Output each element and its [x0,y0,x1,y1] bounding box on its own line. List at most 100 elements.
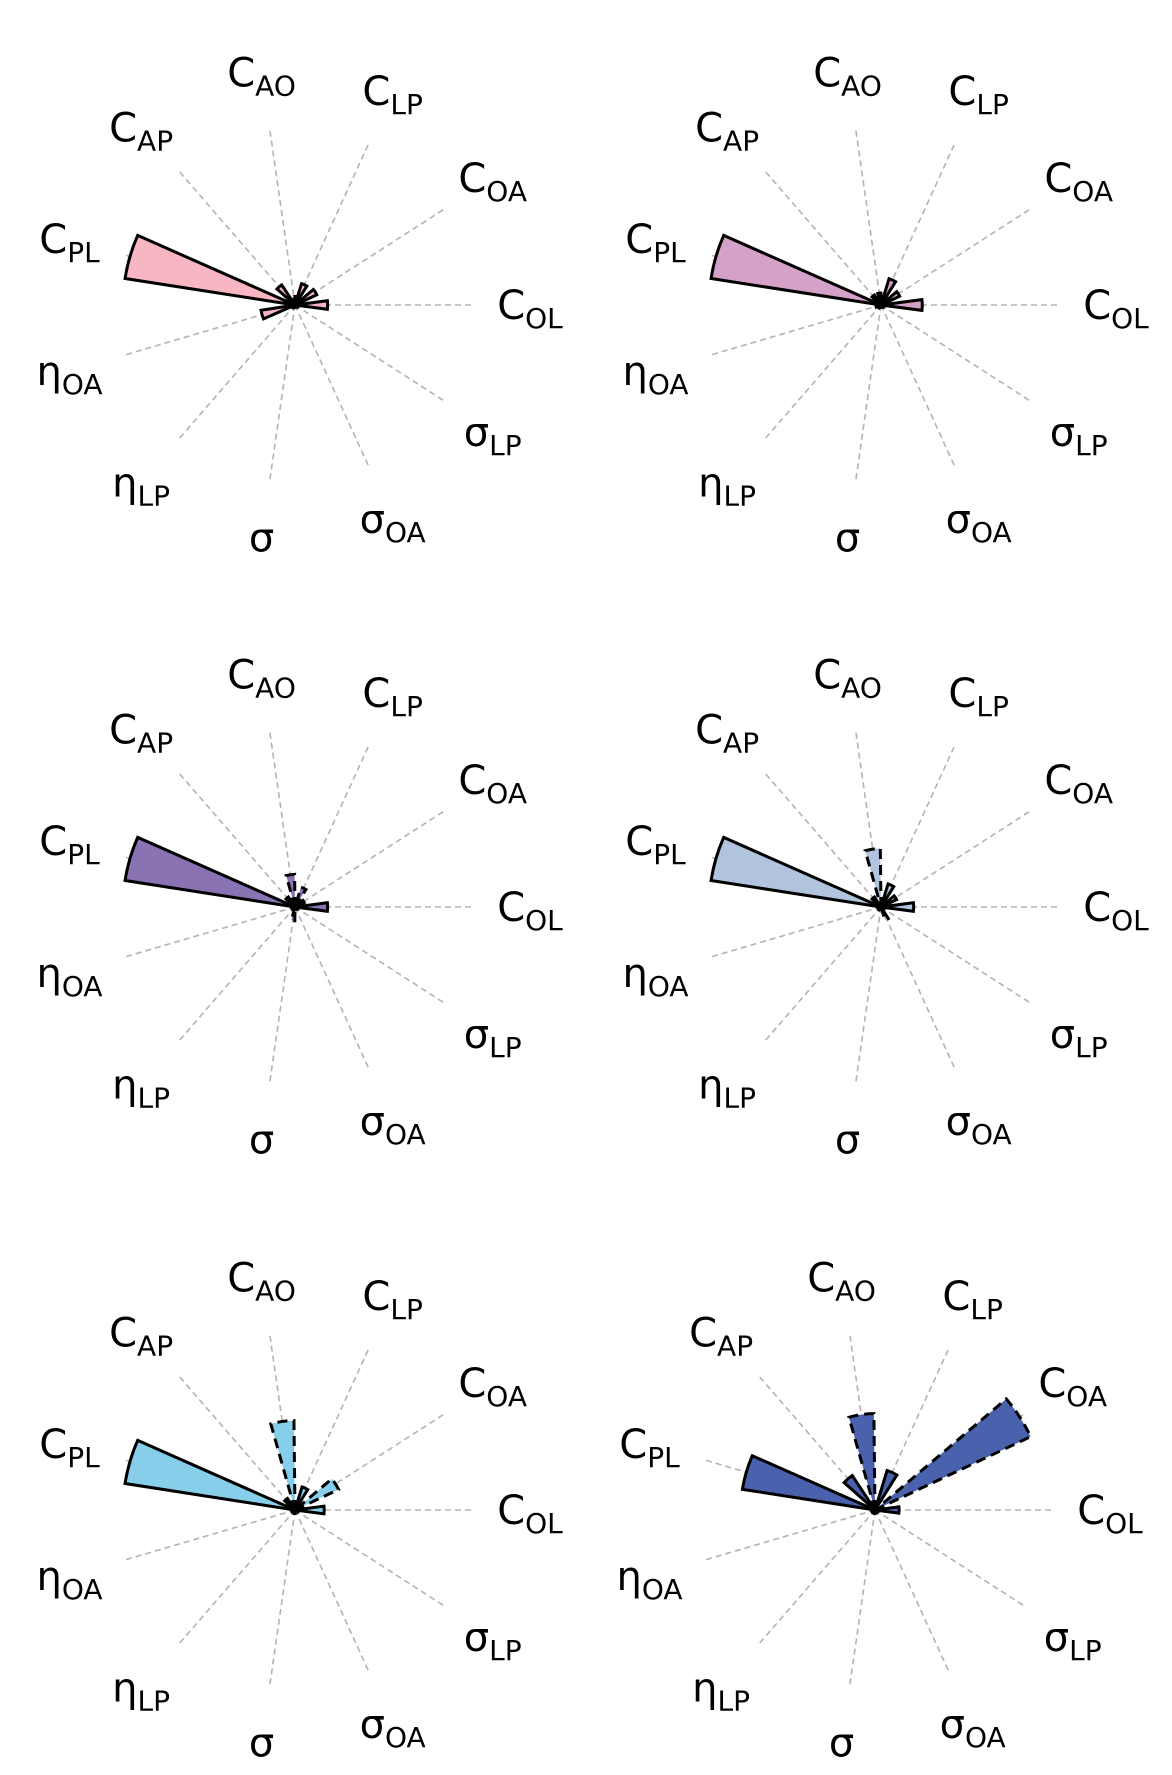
axis-label-c-ap: CAP [109,1310,173,1362]
axis-label-c-ap: CAP [695,105,759,157]
axis-label-eta-oa: ηOA [616,1554,682,1606]
axis-label-c-ol: COL [497,885,563,937]
axis-label-c-ol: COL [1083,885,1149,937]
polar-chart-4: COL COA CLP CAO CAP CPL ηOA ηLP σ σOA σLP [622,652,1149,1163]
axis-labels: COL COA CLP CAO CAP CPL ηOA ηLP σ σOA σLP [36,652,563,1163]
axis-label-c-pl: CPL [39,217,100,269]
spoke-c-ao [854,128,882,306]
wedge-c-pl [123,1438,296,1512]
wedge-c-lp [873,1468,899,1511]
wedge-c-oa [880,289,902,307]
axis-labels: COL COA CLP CAO CAP CPL ηOA ηLP σ σOA σLP [36,50,563,561]
wedges [123,233,330,321]
spoke-sigma [268,906,296,1084]
wedges [123,1419,341,1516]
axis-label-c-oa: COA [458,758,527,810]
axis-label-c-ap: CAP [109,707,173,759]
polar-chart-5: COL COA CLP CAO CAP CPL ηOA ηLP σ σOA σLP [36,1255,563,1766]
spoke-sigma [268,304,296,482]
center-point [291,1506,299,1514]
spoke-sigma [854,906,882,1084]
wedge-c-pl [123,835,296,909]
axis-label-c-oa: COA [1044,758,1113,810]
wedge-c-ol [880,297,924,313]
center-point [877,301,885,309]
axis-label-eta-lp: ηLP [112,1666,170,1718]
spoke-eta-lp [763,304,882,441]
axis-label-eta-oa: ηOA [36,951,102,1003]
wedge-c-pl [740,1453,876,1512]
axis-label-c-pl: CPL [39,819,100,871]
axis-label-sigma-lp: σLP [464,1012,522,1064]
axis-label-sigma-oa: σOA [360,1702,426,1754]
axis-label-c-lp: CLP [362,69,422,121]
wedge-c-ol [294,901,330,913]
wedge-c-oa [294,287,319,307]
wedges [123,835,330,923]
axis-label-c-oa: COA [1038,1361,1107,1413]
axis-label-c-ap: CAP [689,1310,753,1362]
spoke-eta-lp [177,304,296,441]
spoke-eta-oa [709,304,882,356]
spoke-eta-lp [757,1509,876,1646]
axis-label-c-lp: CLP [942,1274,1002,1326]
axis-label-c-ol: COL [1077,1488,1143,1540]
center-point [877,903,885,911]
spoke-sigma [268,1509,296,1687]
axis-labels: COL COA CLP CAO CAP CPL ηOA ηLP σ σOA σLP [36,1255,563,1766]
wedge-c-ao [847,1412,877,1511]
wedge-c-pl [123,233,296,307]
spoke-eta-oa [123,906,296,958]
axis-label-c-ap: CAP [695,707,759,759]
axis-label-c-ao: CAO [227,50,296,102]
wedge-c-lp [879,276,898,306]
polar-chart-1: COL COA CLP CAO CAP CPL ηOA ηLP σ σOA σLP [36,50,563,561]
spoke-eta-lp [177,906,296,1043]
polar-chart-3: COL COA CLP CAO CAP CPL ηOA ηLP σ σOA σLP [36,652,563,1163]
wedge-c-oa [880,893,899,909]
axis-label-c-lp: CLP [362,1274,422,1326]
center-point [291,301,299,309]
wedge-c-ol [294,1504,326,1516]
axis-label-eta-lp: ηLP [698,1063,756,1115]
axis-label-eta-oa: ηOA [622,951,688,1003]
axis-label-sigma: σ [835,1118,860,1164]
spoke-eta-oa [709,906,882,958]
wedge-c-ao [268,1419,297,1511]
axis-labels: COL COA CLP CAO CAP CPL ηOA ηLP σ σOA σLP [616,1255,1143,1766]
axis-label-eta-oa: ηOA [622,349,688,401]
wedges [709,233,924,313]
wedge-c-lp [879,882,896,908]
axis-label-sigma: σ [249,1721,274,1767]
axis-label-c-ol: COL [497,1488,563,1540]
axis-label-sigma-lp: σLP [1050,410,1108,462]
axis-label-sigma-oa: σOA [940,1702,1006,1754]
wedge-c-ap [842,1473,877,1512]
axis-label-c-ao: CAO [813,652,882,704]
axis-label-c-pl: CPL [39,1422,100,1474]
spoke-sigma [848,1509,876,1687]
axis-label-sigma-oa: σOA [946,497,1012,549]
wedge-eta-oa [259,303,296,321]
wedge-c-lp [293,885,309,908]
wedges [709,835,916,923]
axis-label-eta-lp: ηLP [692,1666,750,1718]
spoke-eta-lp [763,906,882,1043]
axis-label-c-lp: CLP [948,69,1008,121]
center-point [291,903,299,911]
axis-label-eta-lp: ηLP [112,461,170,513]
axis-label-c-ao: CAO [813,50,882,102]
axis-label-c-pl: CPL [625,217,686,269]
wedge-c-lp [293,281,309,306]
axis-label-c-ol: COL [1083,283,1149,335]
wedge-c-ol [294,299,330,311]
axis-label-sigma-oa: σOA [360,497,426,549]
axis-label-eta-lp: ηLP [112,1063,170,1115]
axis-label-c-oa: COA [1044,156,1113,208]
axis-label-sigma: σ [835,516,860,562]
wedge-c-oa [874,1396,1033,1512]
wedge-c-ol [874,1505,901,1515]
axis-label-c-lp: CLP [948,671,1008,723]
center-point [871,1506,879,1514]
